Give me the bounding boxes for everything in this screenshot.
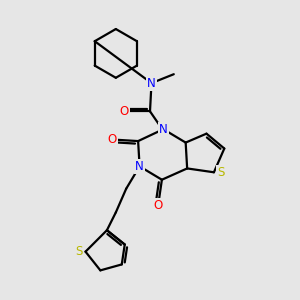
- Text: N: N: [135, 160, 144, 173]
- Text: O: O: [154, 199, 163, 212]
- Text: S: S: [75, 245, 83, 258]
- Text: O: O: [119, 105, 129, 118]
- Text: O: O: [108, 133, 117, 146]
- Text: S: S: [217, 166, 224, 179]
- Text: N: N: [147, 76, 156, 90]
- Text: N: N: [159, 123, 168, 136]
